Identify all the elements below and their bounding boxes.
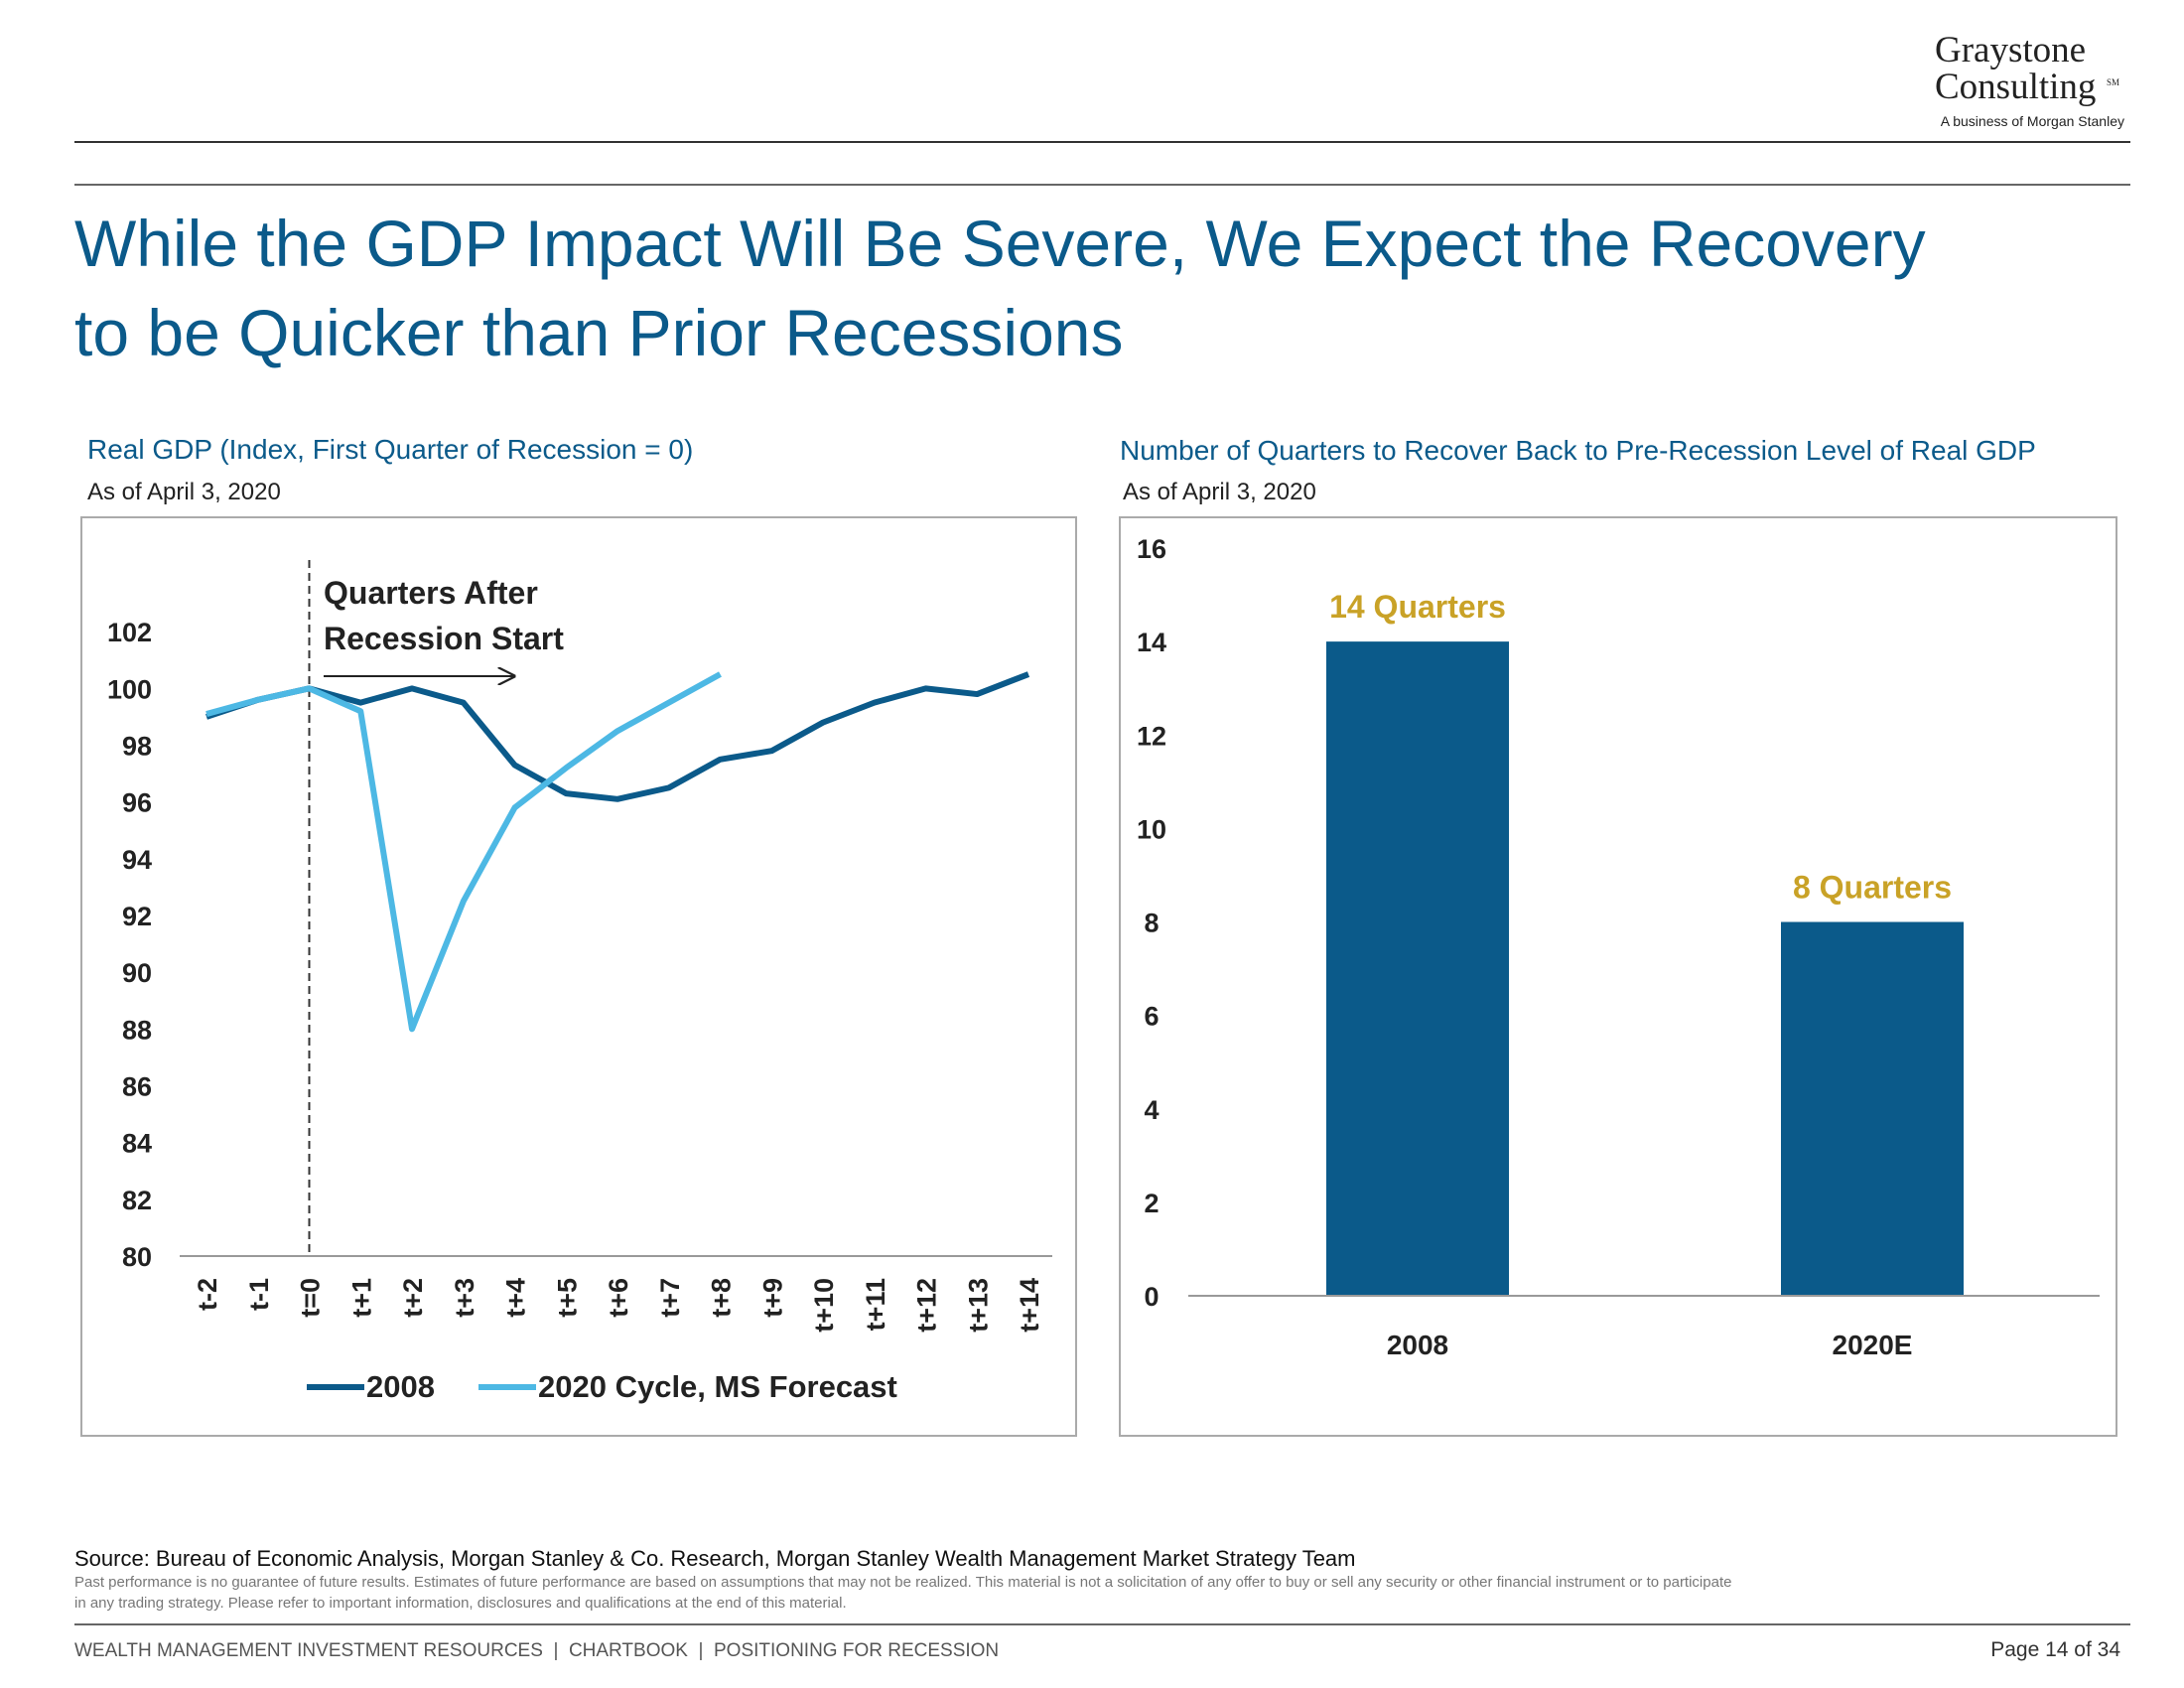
x-tick-label: t=0 bbox=[296, 1278, 326, 1318]
chart-frame bbox=[1119, 516, 2117, 1437]
title: While the GDP Impact Will Be Severe, We … bbox=[74, 207, 1926, 280]
disclaimer: in any trading strategy. Please refer to… bbox=[74, 1595, 847, 1612]
x-tick-label: t+11 bbox=[861, 1278, 890, 1331]
legend-label: 2008 bbox=[366, 1369, 435, 1404]
x-tick-label: t+8 bbox=[707, 1278, 737, 1318]
x-tick-label: t+1 bbox=[346, 1278, 376, 1318]
y-tick-label: 86 bbox=[122, 1072, 152, 1102]
bar bbox=[1781, 921, 1964, 1296]
series-line bbox=[205, 671, 722, 1033]
logo-mark: SM bbox=[2107, 77, 2119, 87]
y-tick-label: 98 bbox=[122, 732, 152, 762]
y-tick-label: 102 bbox=[107, 618, 152, 647]
legend-label: 2020 Cycle, MS Forecast bbox=[538, 1369, 897, 1404]
logo-line2: Consulting bbox=[1935, 67, 2096, 107]
x-tick-label: t+12 bbox=[912, 1278, 942, 1333]
chart-frame bbox=[80, 516, 1077, 1437]
y-tick-label: 84 bbox=[122, 1129, 152, 1159]
y-tick-label: 6 bbox=[1144, 1002, 1159, 1032]
x-tick-label: 2020E bbox=[1833, 1330, 1913, 1360]
y-tick-label: 100 bbox=[107, 674, 152, 704]
chart-title: Number of Quarters to Recover Back to Pr… bbox=[1120, 435, 2036, 466]
y-tick-label: 4 bbox=[1144, 1095, 1159, 1125]
annotation: Recession Start bbox=[324, 621, 564, 656]
x-tick-label: t+14 bbox=[1015, 1278, 1044, 1333]
footer-section: WEALTH MANAGEMENT INVESTMENT RESOURCES |… bbox=[74, 1640, 999, 1661]
chart-subtitle: As of April 3, 2020 bbox=[1123, 479, 1316, 505]
x-tick-label: t+6 bbox=[604, 1278, 633, 1318]
chart-title: Real GDP (Index, First Quarter of Recess… bbox=[87, 434, 693, 465]
y-tick-label: 90 bbox=[122, 958, 152, 988]
chart-subtitle: As of April 3, 2020 bbox=[87, 479, 281, 505]
x-tick-label: t+5 bbox=[552, 1278, 582, 1318]
page-number: Page 14 of 34 bbox=[1990, 1638, 2120, 1661]
x-tick-label: t+7 bbox=[655, 1278, 685, 1318]
logo-tagline: A business of Morgan Stanley bbox=[1941, 113, 2124, 129]
x-tick-label: t+10 bbox=[809, 1278, 839, 1333]
x-tick-label: t-2 bbox=[193, 1278, 222, 1311]
y-tick-label: 82 bbox=[122, 1186, 152, 1215]
x-tick-label: t+2 bbox=[398, 1278, 428, 1318]
x-tick-label: t+4 bbox=[501, 1278, 531, 1318]
x-tick-label: t-1 bbox=[244, 1278, 274, 1311]
y-tick-label: 14 bbox=[1137, 628, 1166, 657]
x-tick-label: t+9 bbox=[757, 1278, 787, 1318]
logo-line1: Graystone bbox=[1935, 30, 2086, 70]
y-tick-label: 0 bbox=[1144, 1282, 1159, 1312]
y-tick-label: 94 bbox=[122, 845, 152, 875]
y-tick-label: 92 bbox=[122, 902, 152, 931]
x-tick-label: 2008 bbox=[1387, 1330, 1448, 1360]
disclaimer: Past performance is no guarantee of futu… bbox=[74, 1574, 1731, 1591]
source: Source: Bureau of Economic Analysis, Mor… bbox=[74, 1546, 1356, 1571]
y-tick-label: 8 bbox=[1144, 909, 1159, 938]
bar bbox=[1326, 641, 1509, 1296]
series-line bbox=[205, 671, 1030, 802]
y-tick-label: 80 bbox=[122, 1242, 152, 1272]
y-tick-label: 16 bbox=[1137, 534, 1166, 564]
y-tick-label: 10 bbox=[1137, 814, 1166, 844]
annotation: Quarters After bbox=[324, 575, 538, 611]
x-tick-label: t+13 bbox=[963, 1278, 993, 1333]
y-tick-label: 2 bbox=[1144, 1189, 1159, 1218]
x-tick-label: t+3 bbox=[450, 1278, 479, 1318]
title: to be Quicker than Prior Recessions bbox=[74, 296, 1123, 369]
y-tick-label: 88 bbox=[122, 1015, 152, 1045]
value-label: 14 Quarters bbox=[1329, 589, 1506, 625]
y-tick-label: 96 bbox=[122, 788, 152, 818]
y-tick-label: 12 bbox=[1137, 721, 1166, 751]
value-label: 8 Quarters bbox=[1793, 870, 1952, 906]
